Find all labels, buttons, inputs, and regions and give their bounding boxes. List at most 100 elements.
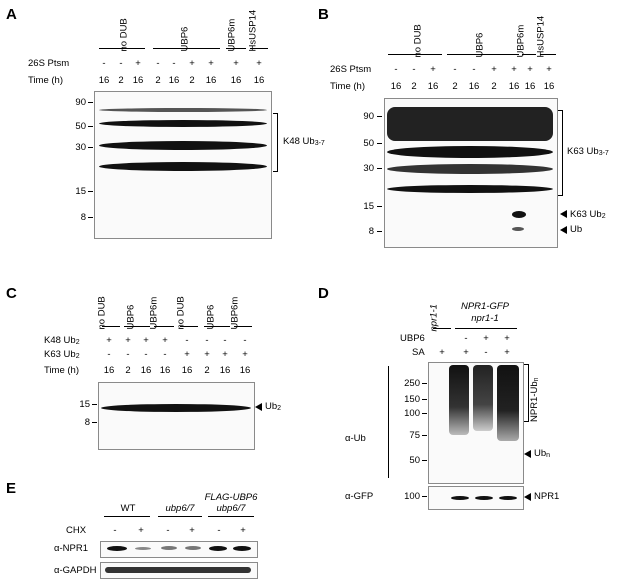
lane-value: + [162,335,168,346]
lane-value: + [463,347,469,358]
panel-c-marker: 8 [84,417,90,428]
lane-value: - [464,333,468,344]
lane-value: - [205,335,209,346]
panel-a-group-underline [250,48,268,49]
panel-b-marker: 8 [368,226,374,237]
panel-d-row1-label: UBP6 [400,333,425,344]
panel-a-group-underline [153,48,220,49]
panel-b-blot [384,98,558,248]
panel-d-letter: D [318,285,329,302]
lane-value: 2 [452,81,458,92]
lane-value: - [484,347,488,358]
lane-value: - [102,58,106,69]
lane-value: - [113,525,117,536]
panel-b-band [512,211,526,218]
panel-e-band [107,546,127,551]
panel-d-band [475,496,493,500]
panel-b-marker: 50 [363,138,374,149]
panel-c-blot [98,382,255,450]
panel-d-ub-blot [428,362,524,484]
lane-value: + [189,58,195,69]
panel-b-arrow-ub [560,226,567,234]
panel-c-marker: 15 [79,399,90,410]
lane-value: + [184,349,190,360]
panel-a-group-label: no DUB [118,18,130,52]
lane-value: 16 [181,365,193,376]
panel-d-marker: 100 [404,408,420,419]
lane-value: 16 [253,75,265,86]
lane-value: + [511,64,517,75]
panel-d-antibody2: α-GFP [345,491,374,502]
lane-value: - [453,64,457,75]
panel-d-arrow1-label: Ubn [534,448,551,459]
lane-value: 16 [427,81,439,92]
panel-b-group-underline [522,54,536,55]
lane-value: + [504,347,510,358]
lane-value: - [144,349,148,360]
panel-e-band [209,546,227,551]
lane-value: + [527,64,533,75]
panel-a-band [99,162,267,171]
panel-e-genotype: FLAG-UBP6 [204,492,258,503]
panel-b-marker: 30 [363,163,374,174]
panel-d-band [451,496,469,500]
lane-value: 16 [230,75,242,86]
panel-b-marker: 90 [363,111,374,122]
panel-b-group-underline [540,54,556,55]
panel-d-arrow2-label: NPR1 [534,491,560,502]
lane-value: 16 [140,365,152,376]
panel-b-band [387,107,553,141]
lane-value: 16 [98,75,110,86]
panel-e-band [135,547,151,550]
panel-e-row1-label: CHX [66,525,87,536]
panel-e-band [161,546,177,550]
panel-d-smear [449,365,469,435]
lane-value: 16 [239,365,251,376]
lane-value: 2 [411,81,417,92]
panel-a-row1-label: 26S Ptsm [28,58,70,69]
lane-value: + [242,349,248,360]
lane-value: - [243,335,247,346]
panel-d-smear [497,365,519,441]
panel-e-band [105,567,251,573]
panel-c-arrow-label: Ub2 [265,401,282,412]
lane-value: + [240,525,246,536]
lane-value: 2 [118,75,124,86]
panel-c-arrow-ub2 [255,403,262,411]
lane-value: + [106,335,112,346]
panel-b-bracket-label: K63 Ub3-7 [567,146,609,157]
panel-b-arrow-k63ub2 [560,210,567,218]
lane-value: + [204,349,210,360]
lane-value: 16 [159,365,171,376]
panel-e-npr1-blot [100,541,258,558]
panel-a-marker: 50 [75,121,86,132]
panel-b-group-underline [447,54,519,55]
panel-d-marker: 50 [409,455,420,466]
lane-value: + [125,335,131,346]
lane-value: 16 [468,81,480,92]
lane-value: 2 [491,81,497,92]
panel-b-arrow1-label: K63 Ub2 [570,209,606,220]
panel-a-marker: 30 [75,142,86,153]
panel-e-band [233,546,251,551]
lane-value: - [107,349,111,360]
panel-b-group-label: UBP6m [515,24,527,58]
panel-d-antibody1: α-Ub [345,433,366,444]
panel-b-arrow2-label: Ub [570,224,583,235]
panel-b-marker: 15 [363,201,374,212]
panel-e-antibody1: α-NPR1 [54,543,88,554]
panel-d-genotype2-line1: NPR1-GFP [460,301,510,312]
lane-value: + [504,333,510,344]
lane-value: 2 [155,75,161,86]
panel-d-smear [473,365,493,431]
lane-value: + [483,333,489,344]
panel-b-band [387,185,553,193]
panel-d-arrow-ubn [524,450,531,458]
panel-d-row2-label: SA [412,347,425,358]
lane-value: 16 [168,75,180,86]
lane-value: 16 [390,81,402,92]
panel-c-row3-label: Time (h) [44,365,80,376]
panel-c-group-label: UBP6m [229,296,241,330]
panel-a-group-label: UBP6m [226,18,238,52]
lane-value: 16 [524,81,536,92]
